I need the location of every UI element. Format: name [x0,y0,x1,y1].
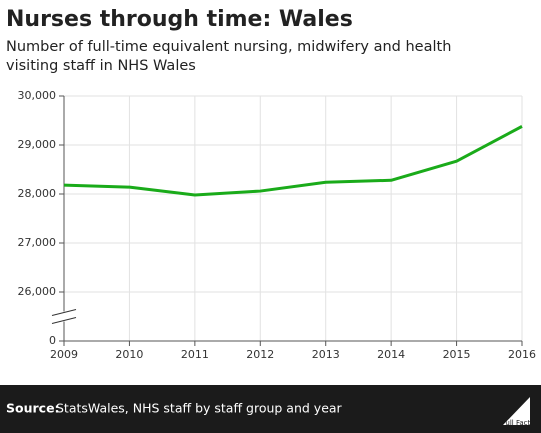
chart-subtitle: Number of full-time equivalent nursing, … [6,39,451,55]
x-tick-label: 2014 [377,348,405,361]
y-tick-label: 28,000 [18,187,57,200]
axis-break [51,317,77,324]
logo-icon [503,397,530,425]
x-tick-label: 2011 [181,348,209,361]
x-tick-label: 2015 [443,348,471,361]
x-tick-label: 2012 [246,348,274,361]
x-tick-label: 2013 [312,348,340,361]
logo-text: Full Fact [502,419,531,427]
chart-title: Nurses through time: Wales [6,7,353,32]
y-tick-label: 27,000 [18,236,57,249]
data-line [63,125,523,197]
x-tick-label: 2016 [508,348,536,361]
source-text: StatsWales, NHS staff by staff group and… [56,401,343,416]
footer-bar [0,385,541,433]
y-tick-label: 29,000 [18,138,57,151]
source-label: Source: [6,401,60,416]
y-tick-label: 30,000 [18,89,57,102]
x-tick-label: 2009 [50,348,78,361]
chart-subtitle: visiting staff in NHS Wales [6,58,196,74]
x-tick-label: 2010 [115,348,143,361]
axis-break-gap [50,311,78,322]
y-tick-label: 26,000 [18,285,57,298]
axis-break [51,309,77,316]
y-tick-label: 0 [49,334,56,347]
